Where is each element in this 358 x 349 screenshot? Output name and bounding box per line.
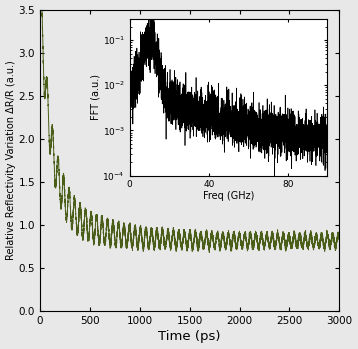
X-axis label: Time (ps): Time (ps) [158, 331, 221, 343]
Y-axis label: Relative Reflectivity Variation ΔR/R (a.u.): Relative Reflectivity Variation ΔR/R (a.… [6, 61, 15, 260]
